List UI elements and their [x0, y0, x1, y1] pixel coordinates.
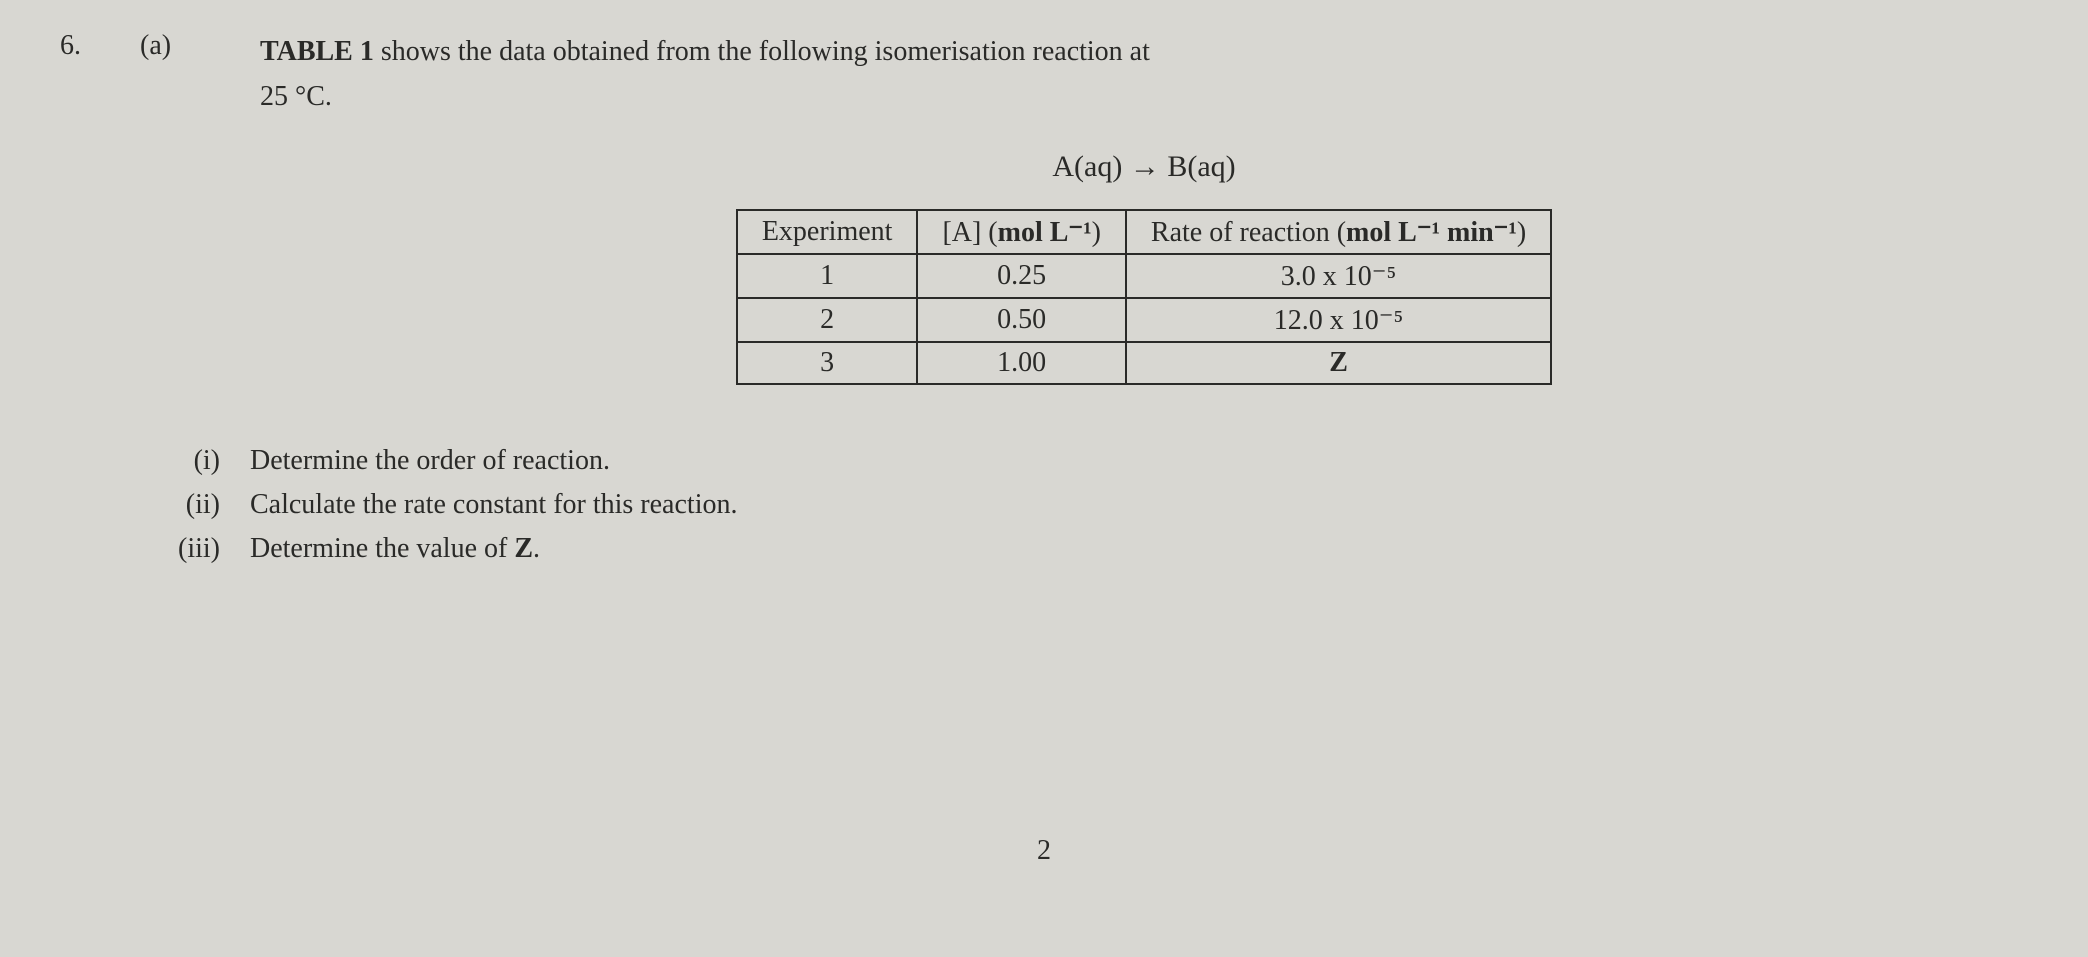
header-experiment: Experiment [737, 210, 918, 254]
sub-label-iii: (iii) [160, 533, 220, 565]
question-row: 6. (a) TABLE 1 shows the data obtained f… [60, 30, 2028, 425]
question-part-label: (a) [140, 30, 220, 425]
page-number: 2 [1037, 835, 1051, 867]
cell-exp: 3 [737, 342, 918, 384]
question-number: 6. [60, 30, 100, 425]
table-row: 3 1.00 Z [737, 342, 1551, 384]
table-ref: TABLE 1 [260, 36, 374, 67]
cell-conc: 1.00 [917, 342, 1125, 384]
intro-line2: 25 °C. [260, 81, 332, 112]
sub-questions: (i) Determine the order of reaction. (ii… [160, 445, 2028, 565]
header-rate: Rate of reaction (mol L⁻¹ min⁻¹) [1126, 210, 1551, 254]
reaction-equation: A(aq) → B(aq) [260, 150, 2028, 184]
cell-conc: 0.50 [917, 298, 1125, 342]
sub-text-iii: Determine the value of Z. [250, 533, 540, 565]
cell-conc: 0.25 [917, 254, 1125, 298]
data-table: Experiment [A] (mol L⁻¹) Rate of reactio… [736, 209, 1552, 385]
cell-exp: 1 [737, 254, 918, 298]
cell-rate: Z [1126, 342, 1551, 384]
table-row: 1 0.25 3.0 x 10⁻⁵ [737, 254, 1551, 298]
cell-exp: 2 [737, 298, 918, 342]
cell-rate: 3.0 x 10⁻⁵ [1126, 254, 1551, 298]
sub-question-ii: (ii) Calculate the rate constant for thi… [160, 489, 2028, 521]
intro-text: TABLE 1 shows the data obtained from the… [260, 30, 2028, 120]
sub-text-i: Determine the order of reaction. [250, 445, 610, 477]
sub-label-ii: (ii) [160, 489, 220, 521]
sub-question-i: (i) Determine the order of reaction. [160, 445, 2028, 477]
table-header-row: Experiment [A] (mol L⁻¹) Rate of reactio… [737, 210, 1551, 254]
header-concentration: [A] (mol L⁻¹) [917, 210, 1125, 254]
table-row: 2 0.50 12.0 x 10⁻⁵ [737, 298, 1551, 342]
sub-label-i: (i) [160, 445, 220, 477]
sub-question-iii: (iii) Determine the value of Z. [160, 533, 2028, 565]
intro-line1-rest: shows the data obtained from the followi… [374, 36, 1150, 67]
sub-text-ii: Calculate the rate constant for this rea… [250, 489, 737, 521]
question-content: TABLE 1 shows the data obtained from the… [260, 30, 2028, 425]
cell-rate: 12.0 x 10⁻⁵ [1126, 298, 1551, 342]
